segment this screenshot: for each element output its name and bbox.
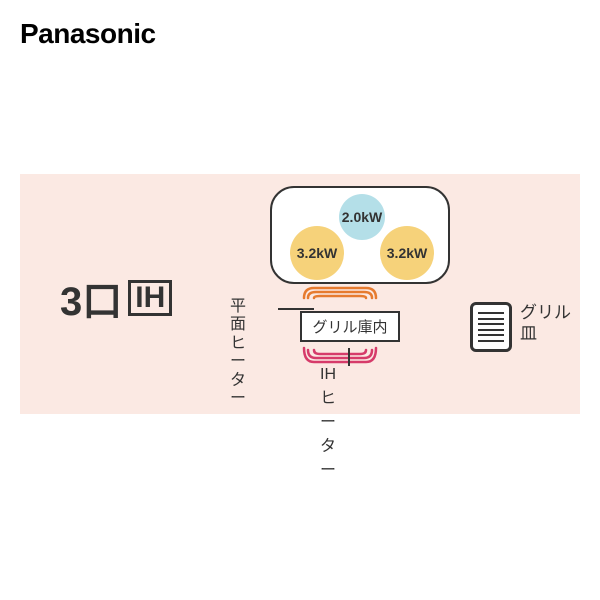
ih-heater-leader-line — [348, 348, 350, 366]
burner-count-text: 3口 — [60, 269, 122, 327]
burner-count-label: 3口 IH — [60, 269, 172, 327]
grill-plate-label-line2: 皿 — [520, 324, 537, 343]
oven-stack: グリル庫内 — [300, 284, 400, 371]
spec-panel: 3口 IH 2.0kW 3.2kW 3.2kW 平面 ヒーター グリル庫内 IH… — [20, 174, 580, 414]
brand-logo: Panasonic — [20, 18, 156, 50]
ih-heater-label: IHヒーター — [320, 366, 336, 480]
grill-plate-label: グリル 皿 — [520, 302, 571, 345]
cooktop-diagram: 2.0kW 3.2kW 3.2kW — [270, 186, 450, 284]
bottom-heater-coil-icon — [300, 344, 380, 366]
grill-plate-label-line1: グリル — [520, 303, 571, 322]
flat-heater-label: 平面 ヒーター — [230, 298, 246, 408]
ih-badge: IH — [128, 280, 172, 316]
grill-oven-label: グリル庫内 — [300, 311, 400, 342]
burner-top: 2.0kW — [339, 194, 385, 240]
burner-right: 3.2kW — [380, 226, 434, 280]
burner-left: 3.2kW — [290, 226, 344, 280]
grill-plate-icon — [470, 302, 512, 352]
flat-heater-label-line2: ヒーター — [230, 335, 246, 407]
flat-heater-label-line1: 平面 — [230, 298, 246, 333]
top-heater-coil-icon — [300, 284, 380, 304]
